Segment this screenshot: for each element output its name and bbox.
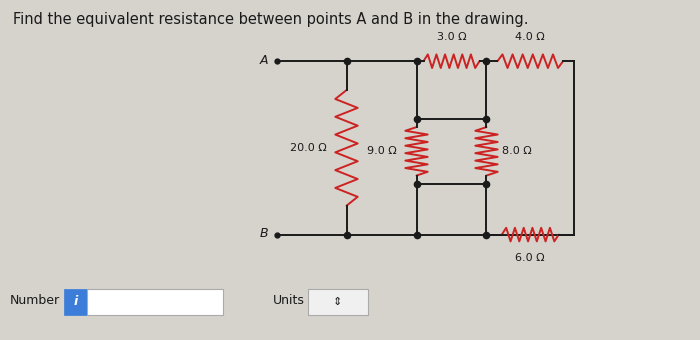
Text: 3.0 Ω: 3.0 Ω <box>437 33 466 42</box>
Text: i: i <box>74 295 78 308</box>
Text: 9.0 Ω: 9.0 Ω <box>367 146 397 156</box>
Text: ⇕: ⇕ <box>333 297 342 307</box>
Text: 4.0 Ω: 4.0 Ω <box>515 33 545 42</box>
Text: Find the equivalent resistance between points A and B in the drawing.: Find the equivalent resistance between p… <box>13 12 528 27</box>
FancyBboxPatch shape <box>87 289 223 314</box>
Text: Units: Units <box>272 294 304 307</box>
Text: B: B <box>260 227 268 240</box>
Text: 8.0 Ω: 8.0 Ω <box>502 146 532 156</box>
FancyBboxPatch shape <box>308 289 368 314</box>
FancyBboxPatch shape <box>64 289 87 314</box>
Text: 20.0 Ω: 20.0 Ω <box>290 143 327 153</box>
Text: Number: Number <box>9 294 60 307</box>
Text: 6.0 Ω: 6.0 Ω <box>515 253 545 263</box>
Text: A: A <box>260 54 268 67</box>
